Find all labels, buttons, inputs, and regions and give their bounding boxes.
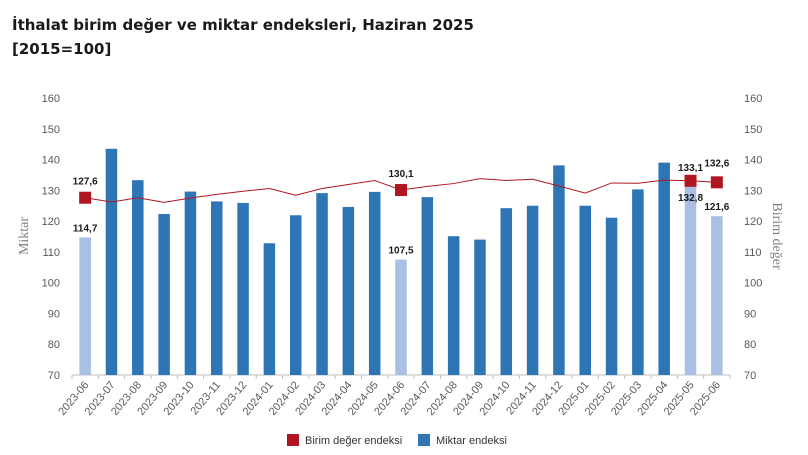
y-axis-left-title: Miktar xyxy=(17,217,32,255)
bar-2024-05 xyxy=(368,191,381,375)
y-tick-left: 110 xyxy=(42,247,60,259)
bar-2023-06 xyxy=(79,237,91,375)
bar-2024-09 xyxy=(474,239,486,375)
chart-subtitle: [2015=100] xyxy=(12,40,112,58)
y-tick-left: 120 xyxy=(42,216,60,228)
bar-2024-06 xyxy=(395,259,407,375)
bar-2024-10 xyxy=(500,208,513,375)
legend-item-unit-value: Birim değer endeksi xyxy=(287,434,402,447)
marker-2023-06 xyxy=(79,191,92,204)
bar-2025-06 xyxy=(711,216,723,375)
bar-2024-01 xyxy=(263,243,276,375)
y-tick-left: 160 xyxy=(42,93,60,105)
legend-label: Birim değer endeksi xyxy=(305,435,402,447)
bar-series xyxy=(79,148,723,375)
y-tick-labels: 70 70 80 80 90 90 100 100 110 110 120 120 130 130 140 1… xyxy=(42,93,763,382)
y-tick-right: 110 xyxy=(744,247,762,259)
bar-2023-09 xyxy=(158,214,170,375)
y-tick-right: 160 xyxy=(744,93,762,105)
bar-2025-01 xyxy=(579,205,591,375)
legend-bar-icon xyxy=(418,434,430,446)
y-tick-left: 70 xyxy=(48,370,60,382)
data-label-line-2024-06: 130,1 xyxy=(388,169,413,180)
y-tick-left: 90 xyxy=(48,308,60,320)
bar-2023-11 xyxy=(211,201,223,375)
y-tick-right: 140 xyxy=(744,155,762,167)
bar-2023-07 xyxy=(105,148,118,375)
data-label-line-2023-06: 127,6 xyxy=(73,177,98,188)
data-label-bar-2025-06: 121,6 xyxy=(704,202,729,213)
bar-2023-10 xyxy=(184,191,197,375)
y-tick-right: 150 xyxy=(744,124,762,136)
bar-2024-12 xyxy=(553,165,565,375)
y-tick-left: 80 xyxy=(48,339,60,351)
bar-2025-04 xyxy=(658,162,670,375)
bar-2024-08 xyxy=(447,236,460,375)
data-labels: 127,6 114,7 130,1 107,5 133,1 132,8 132,6 121,6 xyxy=(73,158,730,256)
bar-2025-03 xyxy=(632,189,644,375)
legend-label: Miktar endeksi xyxy=(436,435,507,447)
y-tick-left: 130 xyxy=(42,185,60,197)
marker-series xyxy=(79,174,723,204)
y-tick-right: 100 xyxy=(744,278,762,290)
y-axis-right-title: Birim değer xyxy=(769,202,784,270)
y-tick-right: 90 xyxy=(744,308,756,320)
data-label-bar-2025-05: 132,8 xyxy=(678,193,703,204)
data-label-line-2025-06: 132,6 xyxy=(704,158,729,169)
bar-2024-07 xyxy=(421,197,434,375)
y-tick-left: 150 xyxy=(42,124,60,136)
chart-axes xyxy=(71,374,731,379)
data-label-bar-2023-06: 114,7 xyxy=(73,223,98,234)
x-tick-labels: 2023-062023-072023-082023-092023-102023-… xyxy=(56,379,723,418)
bar-2025-05 xyxy=(684,181,697,375)
legend-marker-icon xyxy=(287,434,299,446)
y-tick-right: 120 xyxy=(744,216,762,228)
marker-2025-06 xyxy=(710,176,723,189)
data-label-bar-2024-06: 107,5 xyxy=(388,246,413,257)
y-tick-right: 70 xyxy=(744,370,756,382)
marker-2025-05 xyxy=(684,174,697,187)
y-tick-left: 100 xyxy=(42,278,60,290)
legend: Birim değer endeksi Miktar endeksi xyxy=(287,434,507,447)
data-label-line-2025-05: 133,1 xyxy=(678,163,703,174)
bar-2023-12 xyxy=(237,202,249,375)
y-tick-left: 140 xyxy=(42,155,60,167)
bar-2024-02 xyxy=(289,215,302,375)
bar-2023-08 xyxy=(132,180,144,375)
y-tick-right: 130 xyxy=(744,185,762,197)
bar-2024-04 xyxy=(342,206,355,375)
bar-2024-11 xyxy=(526,205,539,375)
marker-2024-06 xyxy=(395,184,407,197)
bar-2024-03 xyxy=(316,193,328,375)
y-tick-right: 80 xyxy=(744,339,756,351)
legend-item-quantity: Miktar endeksi xyxy=(418,434,507,447)
bar-2025-02 xyxy=(605,217,618,375)
chart-title: İthalat birim değer ve miktar endeksleri… xyxy=(12,16,474,34)
